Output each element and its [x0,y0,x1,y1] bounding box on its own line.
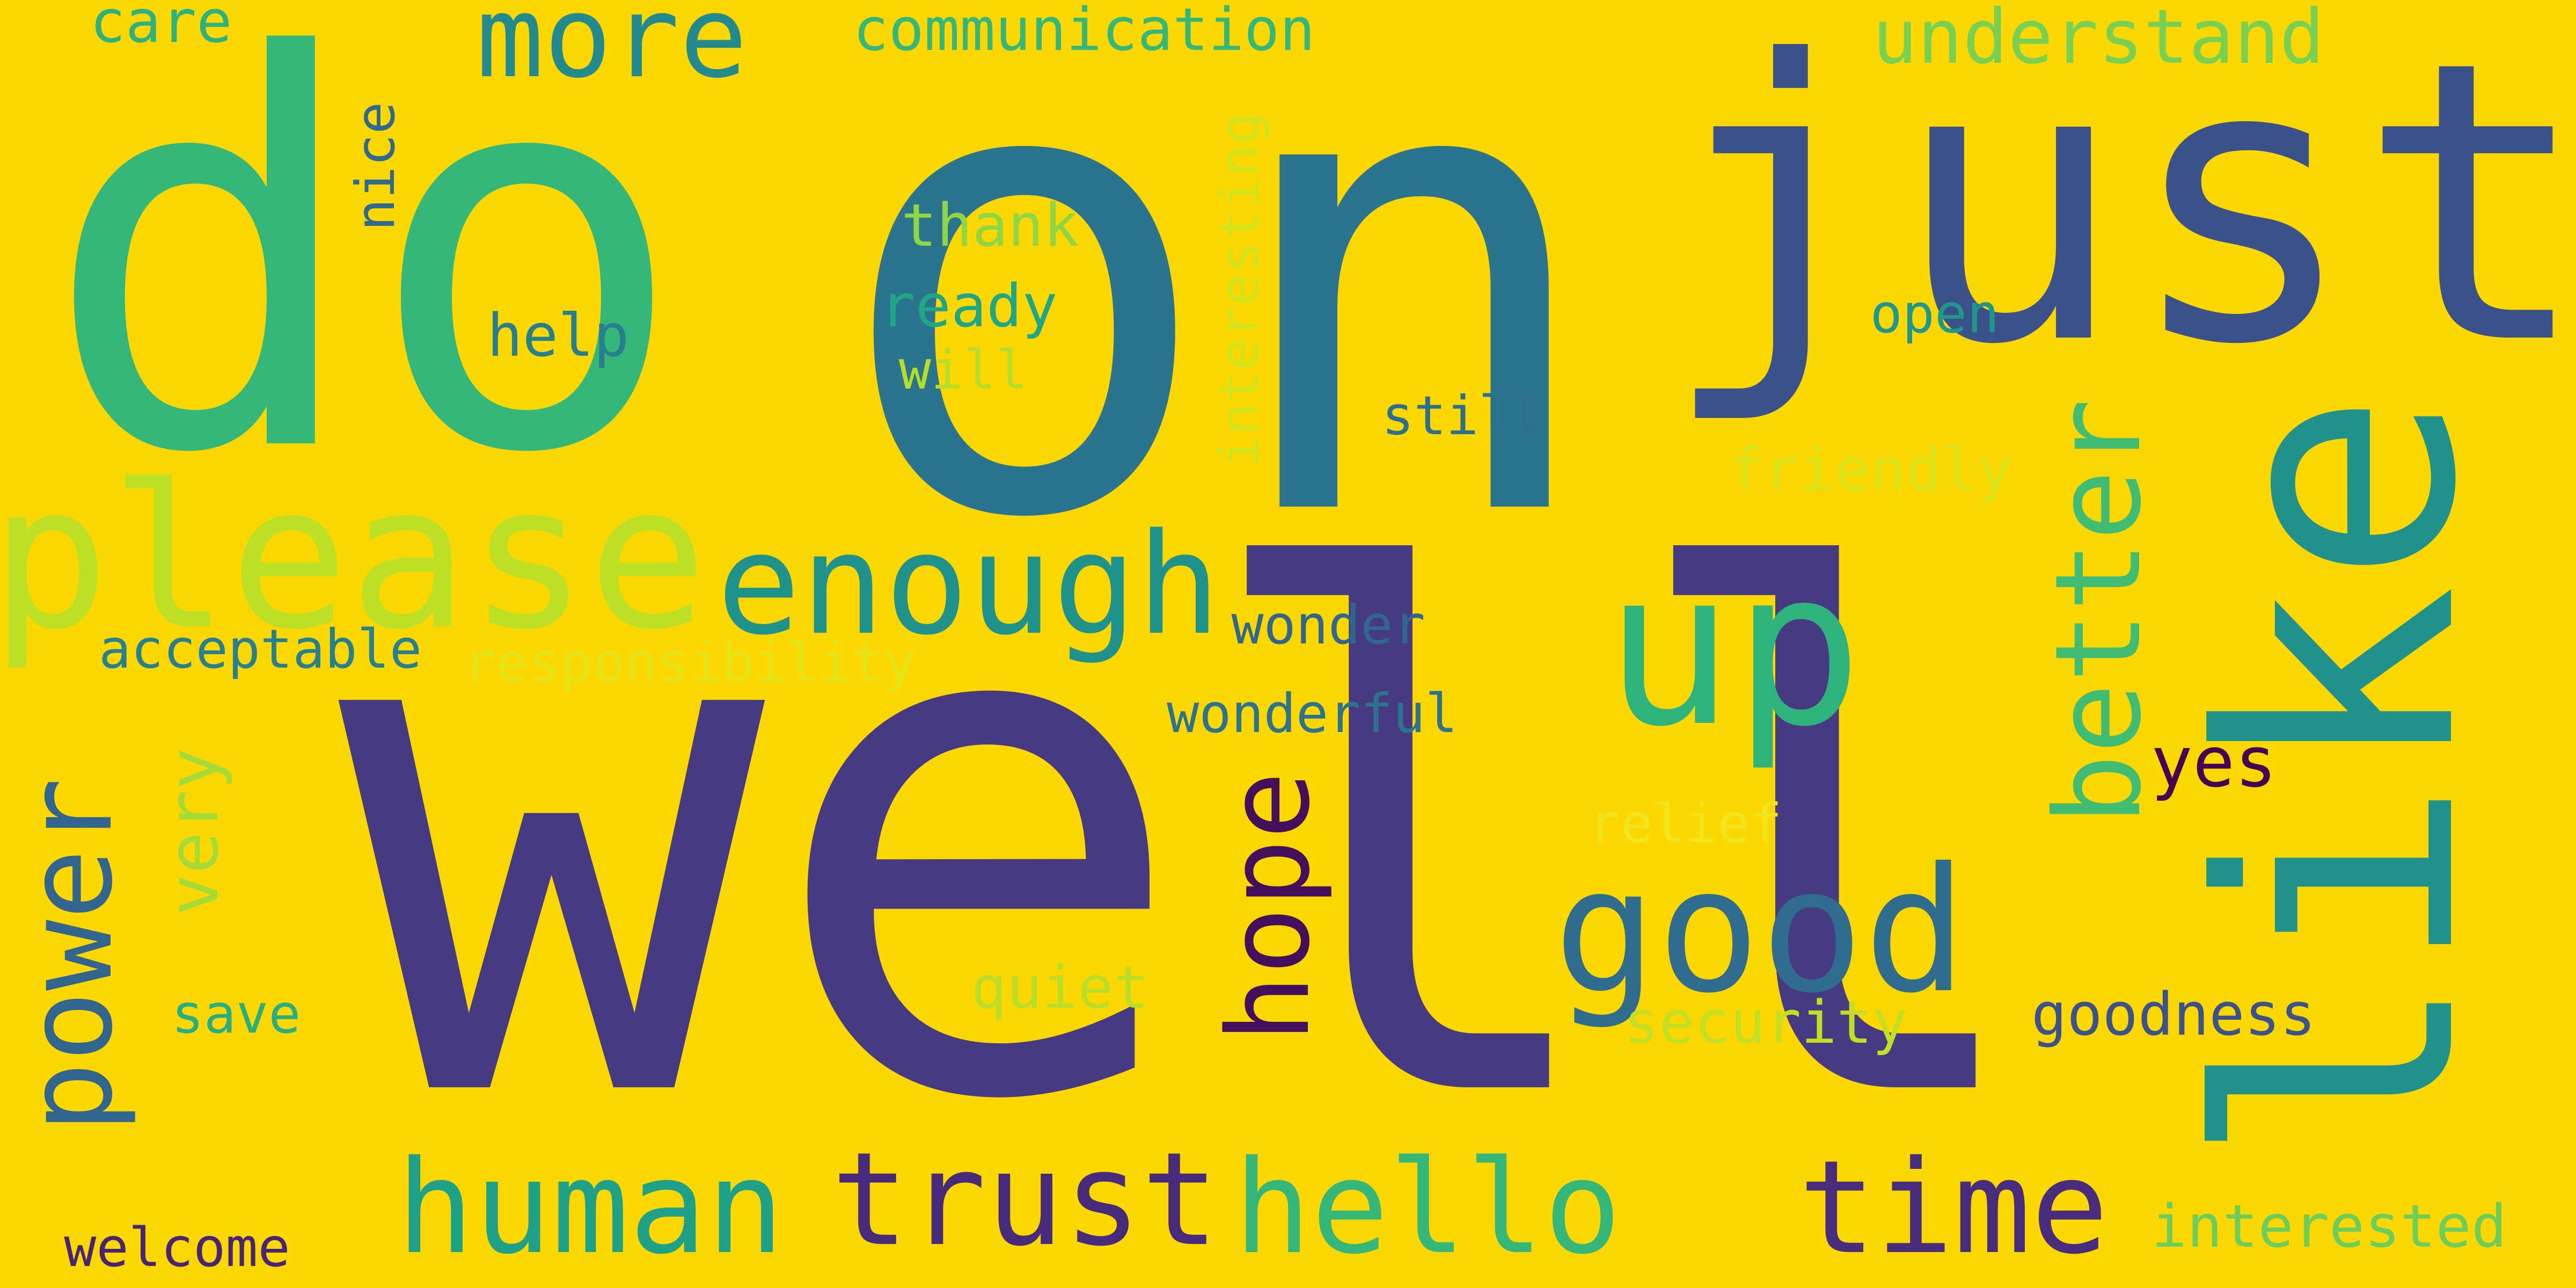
word-open: open [1870,282,2000,345]
word-interested: interested [2151,1192,2507,1261]
word-power: power [1,777,138,1133]
word-help: help [487,301,630,370]
word-do: do [41,0,689,570]
word-just: just [1660,0,2576,429]
word-quiet: quiet [971,953,1149,1022]
word-up: up [1604,524,1863,774]
word-responsibility: responsibility [463,631,916,694]
word-acceptable: acceptable [98,618,422,680]
word-please: please [0,443,708,674]
word-hope: hope [1203,771,1335,1043]
word-well: well [338,430,2045,1255]
word-communication: communication [853,0,1315,64]
word-time: time [1798,1132,2109,1283]
word-interesting: interesting [1208,112,1271,468]
word-on: on [830,0,1606,659]
word-relief: relief [1588,792,1782,855]
word-welcome: welcome [64,1216,290,1279]
word-yes: yes [2150,721,2277,803]
word-wonderful: wonderful [1167,682,1458,745]
word-thank: thank [901,191,1079,260]
word-better: better [2030,398,2167,825]
word-friendly: friendly [1728,435,2012,504]
word-save: save [171,983,301,1045]
word-trust: trust [831,1124,1219,1275]
word-security: security [1623,988,1908,1057]
word-goodness: goodness [2031,980,2316,1049]
word-more: more [476,0,748,103]
word-good: good [1553,831,1967,1031]
word-wonder: wonder [1231,594,1425,656]
word-care: care [90,0,232,56]
word-human: human [396,1132,785,1283]
word-understand: understand [1872,0,2325,81]
word-still: still [1381,384,1543,447]
word-very: very [152,748,234,916]
word-hello: hello [1233,1132,1622,1283]
word-nice: nice [344,101,407,231]
word-will: will [898,339,1028,401]
word-ready: ready [880,272,1058,340]
word-enough: enough [716,504,1221,666]
